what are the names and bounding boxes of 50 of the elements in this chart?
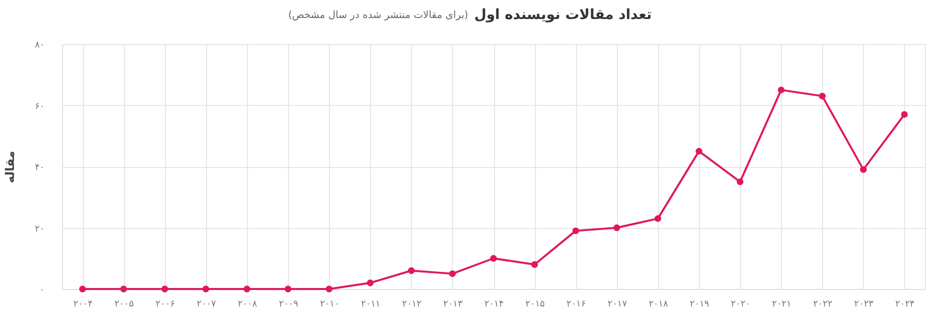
x-tick-label: ۲۰۱۰ xyxy=(320,300,340,310)
x-tick-label: ۲۰۰۶ xyxy=(156,300,176,310)
x-tick-label: ۲۰۰۷ xyxy=(196,300,216,310)
x-tick-label: ۲۰۱۸ xyxy=(648,300,668,310)
x-tick-label: ۲۰۱۶ xyxy=(566,300,586,310)
point xyxy=(120,286,127,292)
x-tick-label: ۲۰۱۵ xyxy=(525,300,545,310)
point xyxy=(654,215,662,222)
point xyxy=(490,255,497,262)
x-tick-label: ۲۰۲۱ xyxy=(772,300,792,310)
chart-subtitle: (برای مقالات منتشر شده در سال مشخص) xyxy=(288,10,468,20)
point xyxy=(572,227,580,234)
x-tick-label: ۲۰۲۲ xyxy=(813,300,833,310)
point xyxy=(79,286,86,292)
point xyxy=(696,148,702,155)
x-tick-label: ۲۰۱۱ xyxy=(361,300,380,310)
y-axis-title: مقاله xyxy=(2,150,17,184)
point xyxy=(161,286,168,292)
y-tick-label: ۶۰ xyxy=(34,102,44,112)
point xyxy=(901,111,908,118)
point xyxy=(326,286,332,292)
point xyxy=(408,267,415,274)
y-tick-label: ۰ xyxy=(40,286,44,296)
point xyxy=(244,286,250,292)
y-tick-label: ۲۰ xyxy=(34,224,44,234)
point xyxy=(736,178,744,186)
x-tick-label: ۲۰۱۴ xyxy=(484,300,504,310)
point xyxy=(284,286,292,292)
point xyxy=(202,286,210,292)
x-tick-label: ۲۰۰۵ xyxy=(114,300,134,310)
point xyxy=(366,280,374,286)
x-tick-label: ۲۰۰۴ xyxy=(73,300,93,310)
x-tick-label: ۲۰۰۹ xyxy=(278,300,298,310)
point xyxy=(613,224,620,232)
chart-title: تعداد مقالات نویسنده اول xyxy=(474,7,652,23)
y-tick-label: ۴۰ xyxy=(34,163,44,173)
x-tick-label: ۲۰۲۴ xyxy=(895,300,915,310)
x-tick-label: ۲۰۱۲ xyxy=(402,300,422,310)
x-tick-label: ۲۰۲۳ xyxy=(854,300,874,310)
x-tick-label: ۲۰۱۹ xyxy=(690,300,710,310)
x-tick-label: ۲۰۲۰ xyxy=(730,300,750,310)
point xyxy=(818,92,826,100)
x-tick-label: ۲۰۱۷ xyxy=(608,300,628,310)
point xyxy=(531,261,538,268)
x-tick-label: ۲۰۱۳ xyxy=(443,300,463,310)
point xyxy=(449,270,456,278)
point xyxy=(778,86,785,94)
x-tick-label: ۲۰۰۸ xyxy=(238,300,258,310)
y-tick-label: ۸۰ xyxy=(34,40,44,50)
point xyxy=(860,166,867,173)
